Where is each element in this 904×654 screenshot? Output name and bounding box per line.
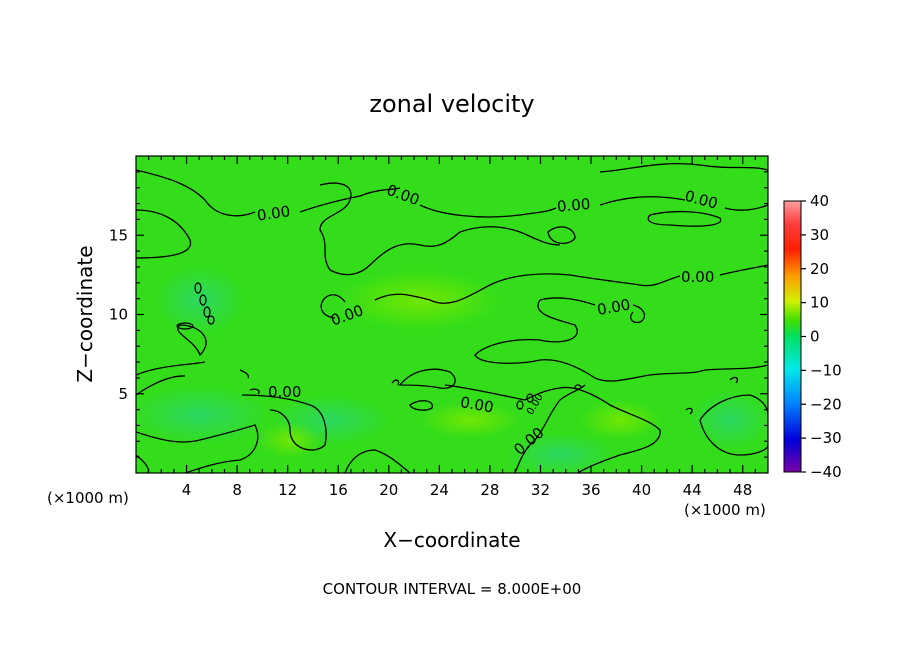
y-tick-label: 10 <box>109 306 128 324</box>
contour-line <box>539 297 646 324</box>
x-tick-label: 36 <box>581 481 600 499</box>
small-contour-loops <box>176 282 582 410</box>
x-tick-labels: 4 8 12 16 20 24 28 32 36 40 44 48 <box>182 481 752 499</box>
x-tick-label: 4 <box>182 481 192 499</box>
chart-title: zonal velocity <box>369 90 534 118</box>
contour-line <box>136 169 557 218</box>
contour-line <box>320 294 346 319</box>
y-tick-labels: 5 10 15 <box>109 226 128 403</box>
plot-area: 0.00 0.00 0.00 0.00 0.00 0.00 0.00 0.00 … <box>136 156 768 473</box>
x-tick-label: 24 <box>430 481 449 499</box>
contour-line <box>136 361 206 396</box>
contour-line <box>344 449 411 473</box>
contour-label: 0.00 <box>256 202 292 224</box>
colorbar-tick-label: −40 <box>810 463 842 481</box>
contour-line <box>685 376 739 415</box>
x-tick-label: 28 <box>480 481 499 499</box>
contour-line <box>177 324 207 357</box>
colorbar-tick-label: −30 <box>810 429 842 447</box>
contour-line <box>409 400 433 411</box>
y-tick-label: 15 <box>109 226 128 244</box>
x-tick-label: 8 <box>232 481 242 499</box>
contour-line <box>374 264 768 304</box>
contour-line <box>136 424 259 473</box>
colorbar-tick-label: 0 <box>810 328 820 346</box>
x-tick-label: 40 <box>632 481 651 499</box>
y-tick-label: 5 <box>118 385 128 403</box>
contour-line <box>241 394 327 451</box>
x-unit-note-left: (×1000 m) <box>47 489 129 507</box>
contour-line <box>474 299 768 382</box>
contour-label: 0.00 <box>459 393 495 417</box>
x-axis-label: X−coordinate <box>383 528 520 552</box>
contour-label: 0.00 <box>681 268 714 286</box>
contour-lines <box>136 162 768 473</box>
contour-line <box>444 384 661 473</box>
colorbar-tick-label: −10 <box>810 361 842 379</box>
colorbar-tick-label: 10 <box>810 294 829 312</box>
x-tick-label: 48 <box>733 481 752 499</box>
x-tick-label: 44 <box>683 481 702 499</box>
contour-line <box>547 226 576 244</box>
contour-interval-note: CONTOUR INTERVAL = 8.000E+00 <box>323 580 582 598</box>
contour-line <box>599 196 768 211</box>
colorbar-tick-label: 30 <box>810 226 829 244</box>
contour-line <box>398 368 456 389</box>
contour-label: 0.00 <box>596 295 632 319</box>
y-axis-label: Z−coordinate <box>73 245 97 382</box>
x-tick-label: 12 <box>278 481 297 499</box>
contour-label: 0.00 <box>268 383 301 401</box>
contour-line <box>239 369 260 395</box>
contour-line <box>514 384 586 473</box>
contour-label: 0.00 <box>556 195 591 216</box>
colorbar-ticks: 40 30 20 10 0 −10 −20 −30 −40 <box>801 192 842 481</box>
colorbar-tick-label: 20 <box>810 260 829 278</box>
contour-line <box>391 379 400 386</box>
colorbar-gradient <box>783 200 802 473</box>
x-tick-label: 32 <box>531 481 550 499</box>
x-unit-note-right: (×1000 m) <box>684 501 766 519</box>
colorbar-tick-label: 40 <box>810 192 829 210</box>
x-tick-label: 16 <box>329 481 348 499</box>
contour-line <box>599 162 768 173</box>
colorbar-tick-label: −20 <box>810 395 842 413</box>
contour-line <box>319 182 561 276</box>
contour-line <box>136 209 192 259</box>
contour-line <box>647 210 722 227</box>
x-tick-label: 20 <box>379 481 398 499</box>
axis-ticks <box>136 156 768 473</box>
colorbar: 40 30 20 10 0 −10 −20 −30 −40 <box>783 192 842 481</box>
